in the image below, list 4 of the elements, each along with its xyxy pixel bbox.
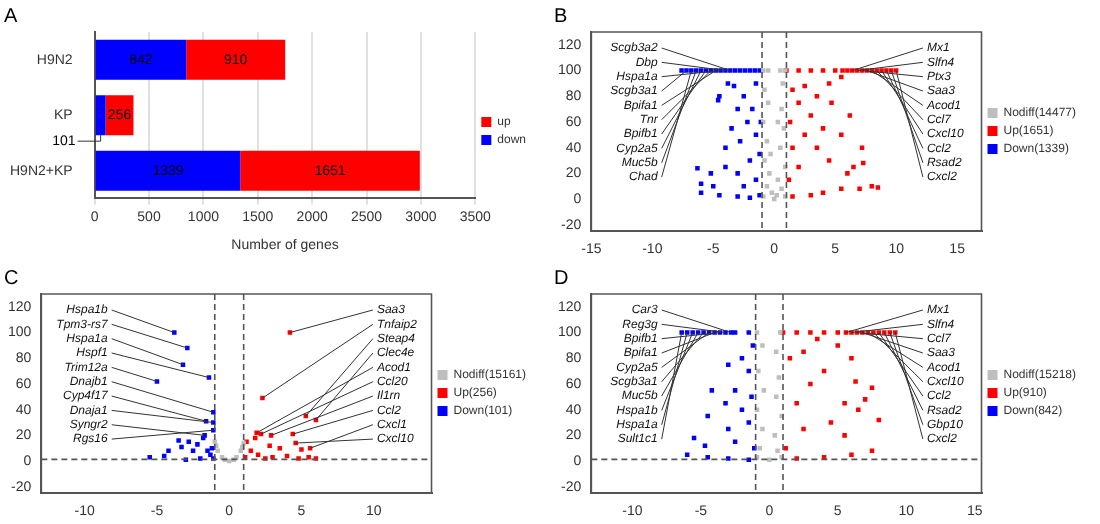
chart-title: D [554,267,569,290]
chart-title: C [4,267,19,290]
chart-title: B [554,5,568,28]
chart-title: A [4,5,18,28]
